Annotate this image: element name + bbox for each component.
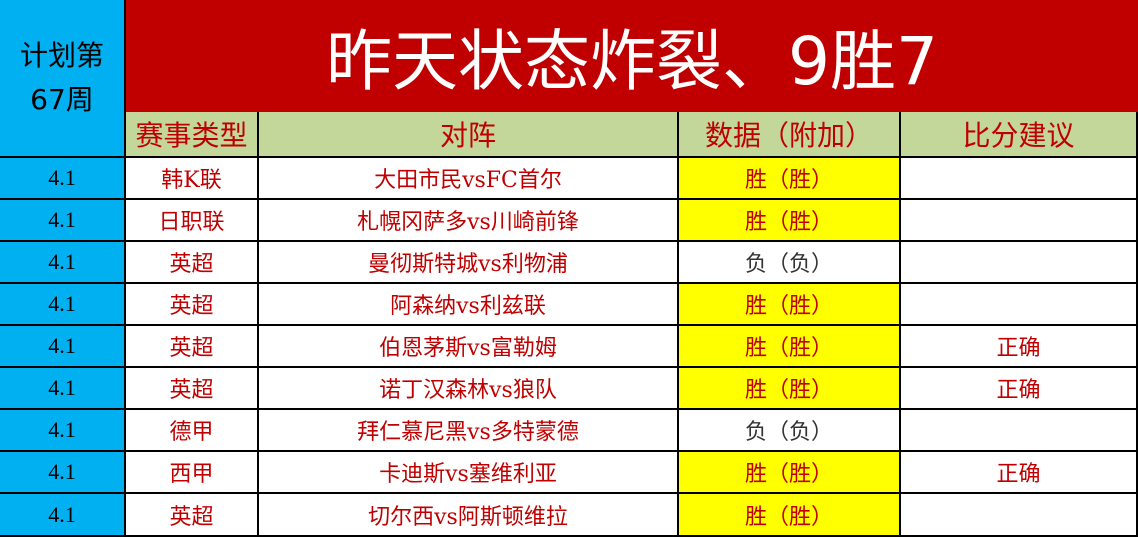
match-cell[interactable]: 卡迪斯vs塞维利亚 bbox=[259, 452, 679, 494]
data-cell[interactable]: 胜（胜） bbox=[679, 494, 901, 537]
data-cell[interactable]: 胜（胜） bbox=[679, 326, 901, 368]
score-cell[interactable] bbox=[901, 158, 1138, 200]
league-cell[interactable]: 英超 bbox=[126, 284, 259, 326]
plan-label: 计划第 bbox=[19, 39, 104, 72]
data-cell[interactable]: 胜（胜） bbox=[679, 452, 901, 494]
plan-week-cell[interactable]: 计划第 67周 bbox=[0, 0, 126, 158]
date-cell[interactable]: 4.1 bbox=[0, 326, 126, 368]
date-cell[interactable]: 4.1 bbox=[0, 452, 126, 494]
league-cell[interactable]: 英超 bbox=[126, 368, 259, 410]
league-cell[interactable]: 英超 bbox=[126, 326, 259, 368]
league-cell[interactable]: 德甲 bbox=[126, 410, 259, 452]
header-data[interactable]: 数据（附加） bbox=[679, 112, 901, 158]
date-cell[interactable]: 4.1 bbox=[0, 368, 126, 410]
date-cell[interactable]: 4.1 bbox=[0, 284, 126, 326]
date-cell[interactable]: 4.1 bbox=[0, 410, 126, 452]
data-cell[interactable]: 胜（胜） bbox=[679, 284, 901, 326]
data-cell[interactable]: 负（负） bbox=[679, 242, 901, 284]
plan-week: 67周 bbox=[30, 83, 94, 116]
league-cell[interactable]: 英超 bbox=[126, 242, 259, 284]
score-cell[interactable] bbox=[901, 284, 1138, 326]
score-cell[interactable] bbox=[901, 200, 1138, 242]
date-cell[interactable]: 4.1 bbox=[0, 242, 126, 284]
league-cell[interactable]: 日职联 bbox=[126, 200, 259, 242]
match-cell[interactable]: 札幌冈萨多vs川崎前锋 bbox=[259, 200, 679, 242]
match-cell[interactable]: 拜仁慕尼黑vs多特蒙德 bbox=[259, 410, 679, 452]
league-cell[interactable]: 西甲 bbox=[126, 452, 259, 494]
header-match[interactable]: 对阵 bbox=[259, 112, 679, 158]
match-cell[interactable]: 诺丁汉森林vs狼队 bbox=[259, 368, 679, 410]
match-cell[interactable]: 阿森纳vs利兹联 bbox=[259, 284, 679, 326]
score-cell[interactable]: 正确 bbox=[901, 326, 1138, 368]
header-score[interactable]: 比分建议 bbox=[901, 112, 1138, 158]
score-cell[interactable]: 正确 bbox=[901, 452, 1138, 494]
score-cell[interactable] bbox=[901, 242, 1138, 284]
match-cell[interactable]: 曼彻斯特城vs利物浦 bbox=[259, 242, 679, 284]
match-cell[interactable]: 切尔西vs阿斯顿维拉 bbox=[259, 494, 679, 537]
league-cell[interactable]: 韩K联 bbox=[126, 158, 259, 200]
data-cell[interactable]: 胜（胜） bbox=[679, 158, 901, 200]
date-cell[interactable]: 4.1 bbox=[0, 494, 126, 537]
date-cell[interactable]: 4.1 bbox=[0, 158, 126, 200]
match-cell[interactable]: 大田市民vsFC首尔 bbox=[259, 158, 679, 200]
title-cell[interactable]: 昨天状态炸裂、9胜7 bbox=[126, 0, 1138, 112]
data-cell[interactable]: 胜（胜） bbox=[679, 368, 901, 410]
score-cell[interactable] bbox=[901, 410, 1138, 452]
score-cell[interactable] bbox=[901, 494, 1138, 537]
league-cell[interactable]: 英超 bbox=[126, 494, 259, 537]
match-cell[interactable]: 伯恩茅斯vs富勒姆 bbox=[259, 326, 679, 368]
score-cell[interactable]: 正确 bbox=[901, 368, 1138, 410]
date-cell[interactable]: 4.1 bbox=[0, 200, 126, 242]
data-cell[interactable]: 负（负） bbox=[679, 410, 901, 452]
header-league[interactable]: 赛事类型 bbox=[126, 112, 259, 158]
data-cell[interactable]: 胜（胜） bbox=[679, 200, 901, 242]
